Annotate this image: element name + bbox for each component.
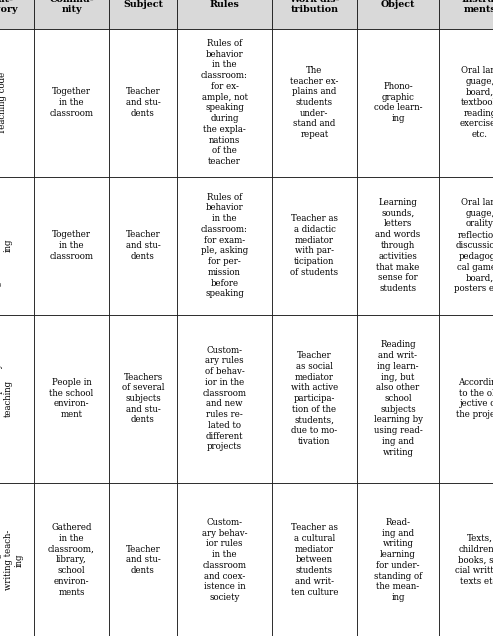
Text: Interdisciplinary
teaching: Interdisciplinary teaching: [0, 363, 13, 434]
Text: Read-
ing and
writing
learning
for under-
standing of
the mean-
ing: Read- ing and writing learning for under…: [374, 518, 422, 602]
Bar: [34, 177, 109, 314]
Text: Teacher
and stu-
dents: Teacher and stu- dents: [126, 545, 160, 575]
Bar: [0, 29, 34, 177]
Text: Subject: Subject: [123, 0, 163, 9]
Text: Teacher as
a didactic
mediator
with par-
ticipation
of students: Teacher as a didactic mediator with par-…: [290, 214, 339, 277]
Text: Reading
and writ-
ing learn-
ing, but
also other
school
subjects
learning by
usi: Reading and writ- ing learn- ing, but al…: [374, 340, 423, 457]
Text: Instru-
ments: Instru- ments: [461, 0, 493, 15]
Bar: [357, 483, 439, 636]
Bar: [109, 177, 177, 314]
Text: According
to the ob-
jective of
the project: According to the ob- jective of the proj…: [457, 378, 493, 419]
Text: Object: Object: [381, 0, 415, 9]
Bar: [177, 314, 272, 483]
Bar: [34, 483, 109, 636]
Text: Gathered
in the
classroom,
library,
school
environ-
ments: Gathered in the classroom, library, scho…: [48, 523, 95, 597]
Text: Custom-
ary rules
of behav-
ior in the
classroom
and new
rules re-
lated to
diff: Custom- ary rules of behav- ior in the c…: [203, 345, 246, 452]
Bar: [357, 314, 439, 483]
Text: Rules of
behavior
in the
classroom:
for exam-
ple, asking
for per-
mission
befor: Rules of behavior in the classroom: for …: [201, 193, 248, 298]
Bar: [272, 0, 357, 29]
Bar: [177, 177, 272, 314]
Bar: [177, 483, 272, 636]
Bar: [109, 29, 177, 177]
Text: Rules: Rules: [210, 0, 240, 9]
Bar: [0, 483, 34, 636]
Text: Custom-
ary behav-
ior rules
in the
classroom
and coex-
istence in
society: Custom- ary behav- ior rules in the clas…: [202, 518, 247, 602]
Bar: [439, 314, 493, 483]
Text: Cat-
egory: Cat- egory: [0, 0, 18, 15]
Bar: [109, 483, 177, 636]
Bar: [272, 483, 357, 636]
Text: Teacher
and stu-
dents: Teacher and stu- dents: [126, 230, 160, 261]
Text: Commu-
nity: Commu- nity: [49, 0, 94, 15]
Text: Rules of
behavior
in the
classroom:
for ex-
ample, not
speaking
during
the expla: Rules of behavior in the classroom: for …: [201, 39, 248, 166]
Bar: [357, 29, 439, 177]
Bar: [34, 29, 109, 177]
Text: Together
in the
classroom: Together in the classroom: [49, 230, 94, 261]
Text: The
teacher ex-
plains and
students
under-
stand and
repeat: The teacher ex- plains and students unde…: [290, 66, 339, 139]
Bar: [357, 0, 439, 29]
Text: Learning
sounds,
letters
and words
through
activities
that make
sense for
studen: Learning sounds, letters and words throu…: [375, 198, 421, 293]
Text: Phono-
graphic
code learn-
ing: Phono- graphic code learn- ing: [374, 82, 422, 123]
Bar: [177, 0, 272, 29]
Bar: [439, 177, 493, 314]
Bar: [0, 314, 34, 483]
Bar: [272, 314, 357, 483]
Text: Teacher
and stu-
dents: Teacher and stu- dents: [126, 87, 160, 118]
Text: Texts,
children's
books, so-
cial written
texts etc.: Texts, children's books, so- cial writte…: [456, 534, 493, 586]
Bar: [272, 29, 357, 177]
Text: Teacher as
a cultural
mediator
between
students
and writ-
ten culture: Teacher as a cultural mediator between s…: [291, 523, 338, 597]
Text: Teacher
as social
mediator
with active
participa-
tion of the
students,
due to m: Teacher as social mediator with active p…: [291, 351, 338, 446]
Bar: [439, 483, 493, 636]
Text: Teachers
of several
subjects
and stu-
dents: Teachers of several subjects and stu- de…: [122, 373, 164, 424]
Bar: [34, 314, 109, 483]
Text: Work dis-
tribution: Work dis- tribution: [289, 0, 340, 15]
Text: Significant code teach-
ing: Significant code teach- ing: [0, 196, 13, 295]
Bar: [177, 29, 272, 177]
Text: Oral lan-
guage,
board,
textbook
reading
exercises
etc.: Oral lan- guage, board, textbook reading…: [459, 66, 493, 139]
Bar: [0, 0, 34, 29]
Text: People in
the school
environ-
ment: People in the school environ- ment: [49, 378, 94, 419]
Bar: [109, 314, 177, 483]
Bar: [109, 0, 177, 29]
Bar: [0, 177, 34, 314]
Text: Together
in the
classroom: Together in the classroom: [49, 87, 94, 118]
Bar: [272, 177, 357, 314]
Bar: [439, 29, 493, 177]
Bar: [34, 0, 109, 29]
Bar: [357, 177, 439, 314]
Text: Meaning of
reading and
writing teach-
ing: Meaning of reading and writing teach- in…: [0, 530, 24, 590]
Bar: [439, 0, 493, 29]
Text: Oral lan-
guage,
orality
reflection,
discussion,
pedagogi-
cal games,
board,
pos: Oral lan- guage, orality reflection, dis…: [455, 198, 493, 293]
Text: Teaching code: Teaching code: [0, 71, 7, 134]
